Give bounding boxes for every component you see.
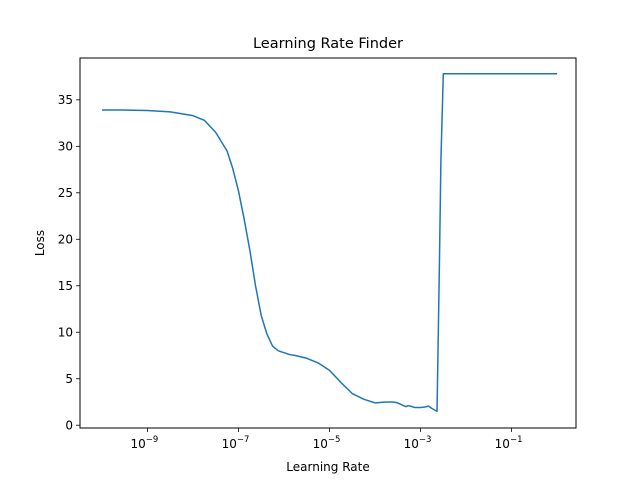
y-tick-label: 0 (65, 419, 73, 433)
x-tick-exponent: −7 (237, 435, 250, 445)
chart-title: Learning Rate Finder (253, 36, 403, 52)
x-tick-base: 10 (495, 437, 510, 451)
x-tick-base: 10 (222, 437, 237, 451)
x-tick-label: 10−3 (404, 435, 432, 451)
axes-frame (79, 57, 577, 429)
x-tick-label: 10−7 (222, 435, 250, 451)
x-tick-label: 10−1 (495, 435, 523, 451)
x-tick-base: 10 (404, 437, 419, 451)
x-tick-base: 10 (131, 437, 146, 451)
y-tick-label: 15 (58, 279, 73, 293)
y-tick-label: 30 (58, 140, 73, 154)
x-tick-label: 10−9 (131, 435, 159, 451)
x-tick-exponent: −3 (419, 435, 432, 445)
y-tick-label: 10 (58, 326, 73, 340)
y-tick-label: 20 (58, 233, 73, 247)
y-axis: 0 5 10 15 20 25 30 35 (58, 93, 80, 433)
y-tick-label: 25 (58, 186, 73, 200)
y-tick-label: 5 (65, 372, 73, 386)
x-axis: 10−9 10−7 10−5 10−3 10−1 (131, 428, 523, 451)
loss-series-line (101, 73, 558, 413)
x-tick-base: 10 (313, 437, 328, 451)
plot-area (101, 73, 558, 413)
x-axis-label: Learning Rate (286, 460, 369, 474)
x-tick-exponent: −9 (146, 435, 159, 445)
x-tick-exponent: −5 (328, 435, 341, 445)
y-axis-label: Loss (33, 230, 47, 256)
y-tick-label: 35 (58, 93, 73, 107)
x-tick-label: 10−5 (313, 435, 341, 451)
x-tick-exponent: −1 (510, 435, 523, 445)
